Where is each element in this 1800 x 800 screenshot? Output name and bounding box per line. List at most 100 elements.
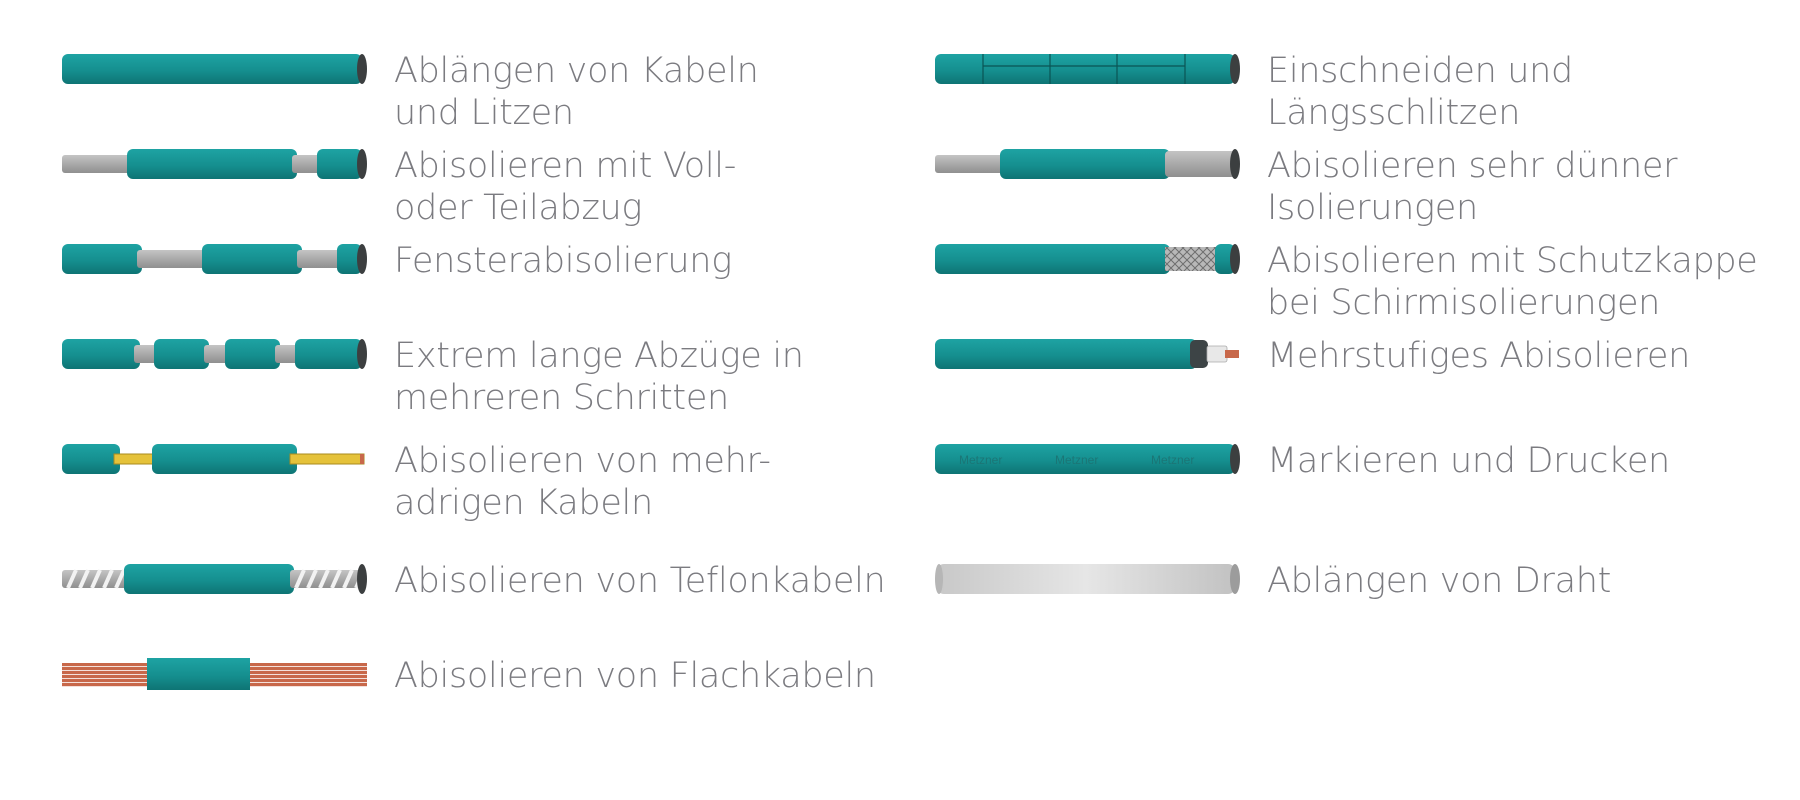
printed-marking: Metzner: [1055, 453, 1098, 467]
process-label-line: Ablängen von Kabeln: [394, 51, 759, 91]
teflon-winding: [330, 569, 342, 589]
process-item-slitting: Einschneiden und Längsschlitzen: [935, 50, 1795, 140]
cable-end-cap: [357, 564, 367, 594]
insulation-slug: [295, 339, 362, 369]
conductor-core: [935, 155, 1005, 173]
outer-jacket: [62, 444, 120, 474]
process-item-thin-insulation: Abisolieren sehr dünner Isolierungen: [935, 145, 1795, 235]
cable-multicore-icon: [62, 444, 365, 474]
teflon-winding: [306, 569, 318, 589]
process-item-flat-cable: Abisolieren von Flachkabeln: [62, 655, 922, 745]
cable-window-strip-icon: [62, 244, 367, 274]
process-label: Abisolieren mit Schutzkappe bei Schirmiso…: [1267, 240, 1758, 324]
insulation: [62, 54, 362, 84]
teflon-winding: [90, 569, 102, 589]
process-label-line: Mehrstufiges Abisolieren: [1267, 336, 1691, 376]
insulation: [127, 149, 297, 179]
teflon-winding: [114, 569, 126, 589]
cable-teflon-icon: [62, 564, 367, 594]
process-label-line: Abisolieren mit Schutzkappe: [1267, 241, 1758, 281]
teflon-winding: [66, 569, 78, 589]
printed-marking: Metzner: [1151, 453, 1194, 467]
wire-end-left: [935, 564, 943, 594]
process-label: Einschneiden und Längsschlitzen: [1267, 50, 1573, 134]
process-label-line: Abisolieren von mehr-: [394, 441, 771, 481]
process-label: Abisolieren von mehr-adrigen Kabeln: [394, 440, 771, 524]
process-label-line: Abisolieren von Flachkabeln: [394, 656, 876, 696]
process-label-line: adrigen Kabeln: [394, 483, 653, 523]
process-label-line: Abisolieren von Teflonkabeln: [394, 561, 886, 601]
insulation: [62, 339, 140, 369]
process-label-line: Markieren und Drucken: [1267, 441, 1670, 481]
process-item-window-strip: Fensterabisolierung: [62, 240, 922, 330]
process-label-line: Längsschlitzen: [1267, 93, 1521, 133]
inner-wire: [289, 453, 365, 465]
cable-marking-icon: Metzner Metzner Metzner: [935, 444, 1240, 474]
cable-end-cap: [1230, 54, 1240, 84]
outer-jacket: [935, 244, 1170, 274]
process-item-cut-cables: Ablängen von Kabeln und Litzen: [62, 50, 922, 140]
process-label: Fensterabisolierung: [394, 240, 732, 282]
teflon-winding: [318, 569, 330, 589]
process-label-line: Ablängen von Draht: [1267, 561, 1612, 601]
process-label: Abisolieren sehr dünner Isolierungen: [1267, 145, 1678, 229]
shield-layer: [1190, 340, 1208, 368]
conductor-core: [292, 155, 322, 173]
cable-thin-insulation-icon: [935, 149, 1240, 179]
process-label: Abisolieren von Flachkabeln: [394, 655, 876, 697]
process-label-line: Einschneiden und: [1267, 51, 1573, 91]
protective-cap: [1215, 244, 1235, 274]
cable-strip-full-partial-icon: [62, 149, 367, 179]
process-item-multicore: Abisolieren von mehr-adrigen Kabeln: [62, 440, 922, 530]
conductor-core: [62, 155, 132, 173]
process-label: Mehrstufiges Abisolieren: [1267, 335, 1690, 377]
insulation: [935, 54, 1235, 84]
inner-conductor: [1225, 350, 1239, 358]
insulation: [202, 244, 302, 274]
conductor-core: [134, 345, 159, 363]
process-item-teflon: Abisolieren von Teflonkabeln: [62, 560, 922, 650]
insulation: [124, 564, 294, 594]
conductor-core: [275, 345, 300, 363]
process-label: Abisolieren von Teflonkabeln: [394, 560, 886, 602]
process-label: Ablängen von Draht: [1267, 560, 1611, 602]
cable-long-strip-icon: [62, 339, 367, 369]
insulation-slug: [317, 149, 362, 179]
wire-body: [937, 564, 1235, 594]
conductor-core: [297, 250, 342, 268]
cable-cut-icon: [62, 54, 367, 84]
process-label: Abisolieren mit Voll-oder Teilabzug: [394, 145, 736, 229]
outer-jacket: [152, 444, 297, 474]
process-label: Markieren und Drucken: [1267, 440, 1670, 482]
process-label-line: Abisolieren mit Voll-: [394, 146, 737, 186]
outer-jacket: [935, 339, 1197, 369]
process-item-strip-full-partial: Abisolieren mit Voll-oder Teilabzug: [62, 145, 922, 235]
cable-slit-icon: [935, 54, 1240, 84]
conductor-core: [204, 345, 229, 363]
process-label-line: Extrem lange Abzüge in: [394, 336, 804, 376]
process-item-long-strip: Extrem lange Abzüge in mehreren Schritten: [62, 335, 922, 425]
process-item-multistep: Mehrstufiges Abisolieren: [935, 335, 1795, 425]
process-label-line: oder Teilabzug: [394, 188, 643, 228]
flat-cable-insulation: [147, 658, 250, 690]
shield-braid: [1165, 247, 1220, 271]
process-label-line: Abisolieren sehr dünner: [1267, 146, 1678, 186]
insulation-slug: [225, 339, 280, 369]
process-label-line: Isolierungen: [1267, 188, 1478, 228]
insulation: [935, 444, 1235, 474]
teflon-winding: [342, 569, 354, 589]
teflon-winding: [78, 569, 90, 589]
cable-end-cap: [357, 339, 367, 369]
cable-flat-icon: [62, 658, 367, 690]
conductor-core: [137, 250, 207, 268]
insulation: [62, 244, 142, 274]
cable-multistep-icon: [935, 339, 1239, 369]
process-label-line: Fensterabisolierung: [394, 241, 732, 281]
cable-shield-cap-icon: [935, 244, 1240, 274]
cable-end-cap: [1230, 244, 1240, 274]
dielectric: [1206, 345, 1228, 363]
process-label: Extrem lange Abzüge in mehreren Schritten: [394, 335, 804, 419]
cable-end-cap: [357, 149, 367, 179]
process-label-line: bei Schirmisolierungen: [1267, 283, 1661, 323]
